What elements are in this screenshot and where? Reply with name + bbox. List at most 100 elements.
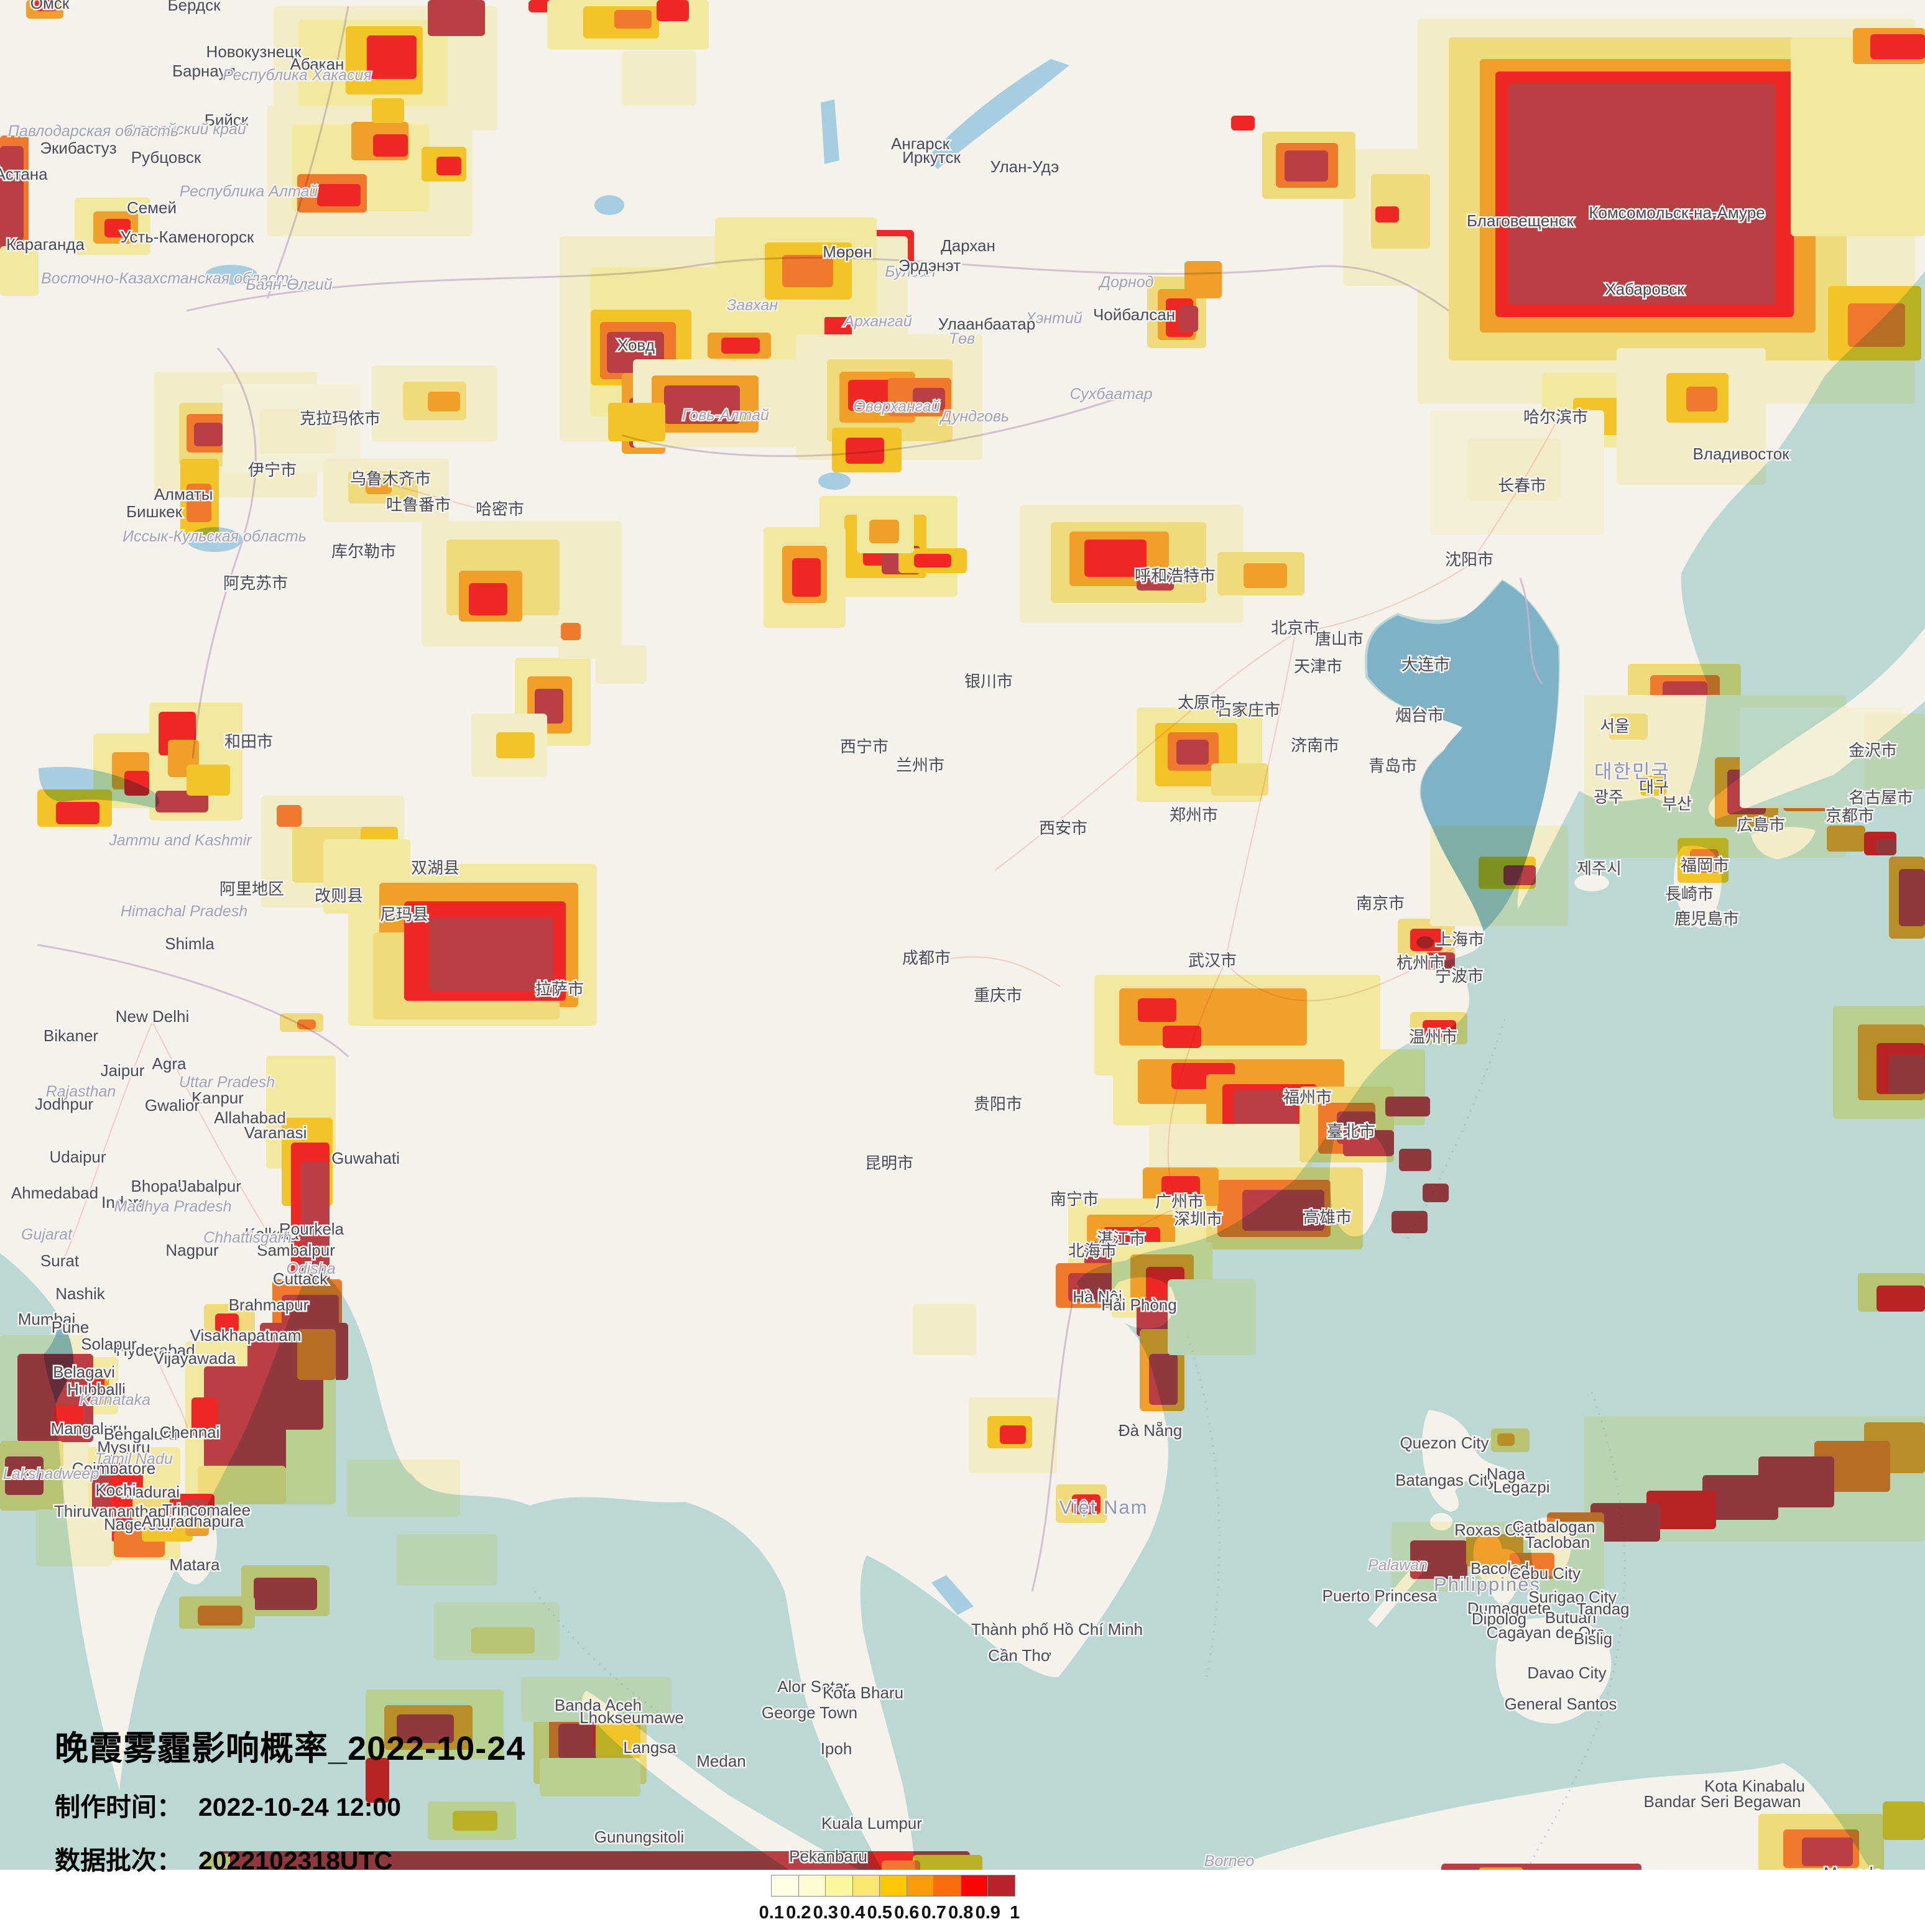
legend-swatch (798, 1875, 826, 1897)
heat-patch (1343, 1130, 1394, 1156)
heat-patch (1870, 34, 1925, 59)
map-label: Thành phố Hồ Chí Minh (971, 1620, 1143, 1639)
map-label: Jammu and Kashmir (108, 832, 252, 849)
map-label: Семей (127, 198, 177, 217)
map-label: Kolkata (245, 1225, 299, 1243)
map-label: Bikaner (44, 1026, 98, 1045)
made-time-label: 制作时间： (55, 1793, 182, 1821)
data-batch-value: 2022102318UTC (198, 1846, 393, 1875)
heat-patch (721, 338, 760, 354)
map-label: 서울 (1600, 717, 1630, 735)
map-label: Дорнод (1098, 274, 1154, 291)
map-label: Mumbai (18, 1310, 75, 1328)
map-label: 天津市 (1294, 657, 1342, 676)
map-label: Thiruvananthapuram (54, 1502, 203, 1520)
heat-patch (260, 409, 336, 454)
map-label: Hyderabad (116, 1341, 195, 1359)
map-label: Indore (101, 1193, 147, 1212)
map-label: 阿克苏市 (223, 574, 288, 592)
map-label: 西安市 (1039, 819, 1087, 837)
map-label: Davao City (1527, 1663, 1606, 1682)
legend-tick-values: 0.1 0.2 0.3 0.4 0.5 0.6 0.7 0.8 0.9 1 (758, 1903, 1028, 1923)
lake-qinghai (818, 472, 851, 490)
heat-patch (1590, 1503, 1660, 1542)
heat-patch (1244, 563, 1287, 588)
map-label: Puerto Princesa (1323, 1586, 1438, 1605)
map-label: Uttar Pradesh (179, 1074, 275, 1091)
map-label: 长春市 (1498, 476, 1546, 495)
map-label: Dumaguete (1467, 1599, 1551, 1617)
map-label: Quezon City (1400, 1433, 1489, 1452)
map-label: 成都市 (902, 949, 951, 967)
map-label: Мөрөн (823, 242, 872, 261)
map-label: 南宁市 (1050, 1190, 1099, 1208)
road-line (152, 1021, 272, 1240)
data-batch-row: 数据批次： 2022102318UTC (55, 1839, 525, 1877)
heat-patch (614, 10, 652, 29)
road-line (1295, 564, 1470, 634)
map-label: 高雄市 (1303, 1208, 1352, 1226)
map-label: Барнаул (172, 62, 236, 80)
map-label: 库尔勒市 (331, 542, 396, 561)
heat-patch (198, 1466, 286, 1504)
map-label: Udaipur (49, 1148, 106, 1166)
map-label: 和田市 (224, 732, 273, 751)
map-label: 宁波市 (1435, 967, 1484, 985)
heat-patch (1497, 1433, 1515, 1446)
heat-patch (1410, 1540, 1467, 1579)
road-line (1224, 633, 1296, 964)
map-label: 大连市 (1401, 655, 1450, 674)
map-label: 대구 (1639, 778, 1669, 796)
map-label: Borneo (1204, 1852, 1255, 1870)
map-label: 银川市 (964, 672, 1013, 691)
island-luzon (1422, 1410, 1526, 1512)
heat-patch (185, 1519, 209, 1536)
map-label: Coimbatore (72, 1459, 155, 1478)
legend-tick-label: 0.2 (786, 1903, 811, 1923)
lake-uvs (594, 195, 624, 215)
map-label: Sambalpur (257, 1241, 335, 1259)
map-label: Астана (0, 165, 48, 183)
heat-patch (35, 0, 57, 11)
map-label: Бийск (205, 111, 249, 129)
legend-tick-label: 0.1 (759, 1903, 784, 1923)
map-label: Рубцовск (131, 148, 201, 167)
heat-patch (53, 1405, 83, 1425)
heat-patch (1827, 826, 1865, 852)
map-label: Баян-Өлгий (246, 276, 332, 293)
map-label: Dipolog (1472, 1609, 1526, 1628)
legend-swatch (934, 1875, 961, 1897)
legend-swatch (880, 1875, 907, 1897)
heat-patch (914, 554, 951, 568)
legend-color-ramp (771, 1875, 1028, 1897)
map-label: Восточно-Казахстанская область (41, 270, 297, 287)
map-label: Экибастуз (40, 139, 116, 157)
heat-patch (187, 765, 230, 796)
lake-baikal (926, 59, 1069, 169)
map-label: Алматы (154, 485, 213, 504)
heat-patch (792, 558, 821, 597)
map-label: Kuala Lumpur (821, 1814, 922, 1833)
heat-patch (1883, 1801, 1925, 1840)
map-label: Chhattisgarh (203, 1229, 292, 1246)
eez-line (533, 1591, 685, 1729)
map-label: Иркутск (902, 148, 961, 167)
map-label: Pune (52, 1318, 90, 1336)
map-label: 改则县 (315, 886, 363, 905)
map-label: 昆明市 (865, 1154, 913, 1172)
map-label: Butuan (1545, 1608, 1596, 1627)
lake-khovsgol (821, 99, 839, 164)
map-label: Новокузнецк (206, 42, 302, 61)
map-label: Guwahati (331, 1149, 400, 1167)
map-label: Banda Aceh (555, 1696, 642, 1714)
heat-patch (124, 771, 149, 796)
map-label: 兰州市 (896, 756, 944, 775)
heat-patch (1000, 1425, 1026, 1444)
map-label: Tandag (1576, 1599, 1629, 1618)
heat-patch (1889, 1056, 1925, 1094)
lake-tonle-sap (931, 1575, 974, 1615)
map-label: Өвөрхангай (853, 398, 939, 415)
legend-swatch (852, 1875, 880, 1897)
